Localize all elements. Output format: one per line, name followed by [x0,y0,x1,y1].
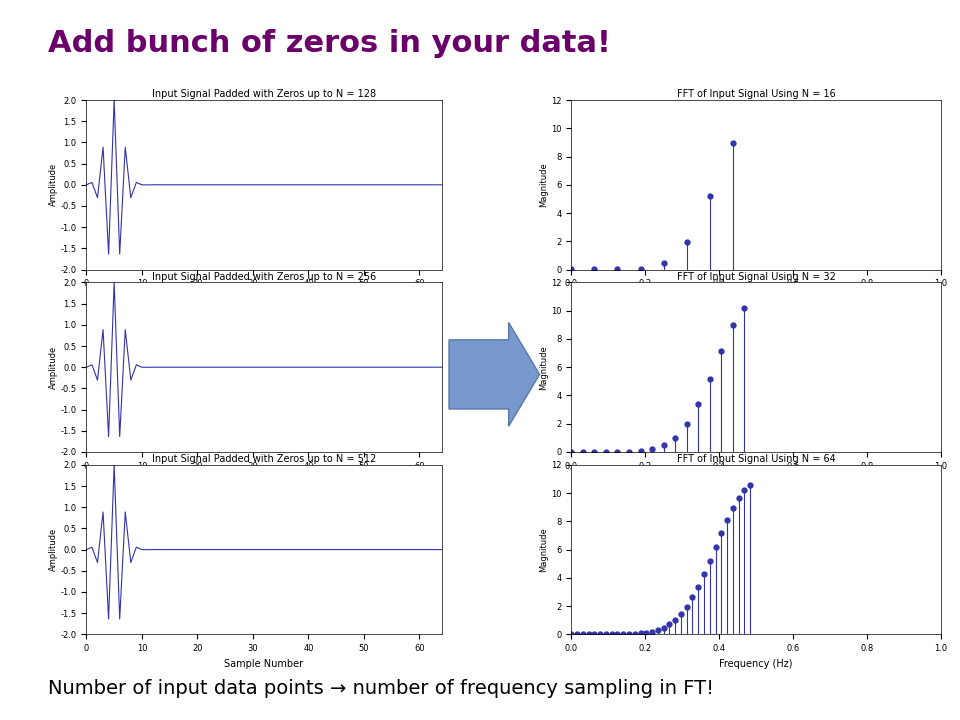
Y-axis label: Amplitude: Amplitude [49,346,58,389]
Title: FFT of Input Signal Using N = 64: FFT of Input Signal Using N = 64 [677,454,835,464]
Title: FFT of Input Signal Using N = 32: FFT of Input Signal Using N = 32 [677,271,835,282]
Y-axis label: Amplitude: Amplitude [49,163,58,207]
Title: Input Signal Padded with Zeros up to N = 256: Input Signal Padded with Zeros up to N =… [152,271,376,282]
Text: Add bunch of zeros in your data!: Add bunch of zeros in your data! [48,29,611,58]
Title: Input Signal Padded with Zeros up to N = 128: Input Signal Padded with Zeros up to N =… [152,89,376,99]
Y-axis label: Magnitude: Magnitude [540,527,548,572]
FancyArrow shape [449,323,540,426]
Y-axis label: Amplitude: Amplitude [49,528,58,571]
Y-axis label: Magnitude: Magnitude [540,345,548,390]
Y-axis label: Magnitude: Magnitude [540,163,548,207]
Title: FFT of Input Signal Using N = 16: FFT of Input Signal Using N = 16 [677,89,835,99]
X-axis label: Sample Number: Sample Number [225,659,303,669]
Text: Number of input data points → number of frequency sampling in FT!: Number of input data points → number of … [48,680,714,698]
X-axis label: Frequency (Hz): Frequency (Hz) [719,659,793,669]
Title: Input Signal Padded with Zeros up to N = 512: Input Signal Padded with Zeros up to N =… [152,454,376,464]
